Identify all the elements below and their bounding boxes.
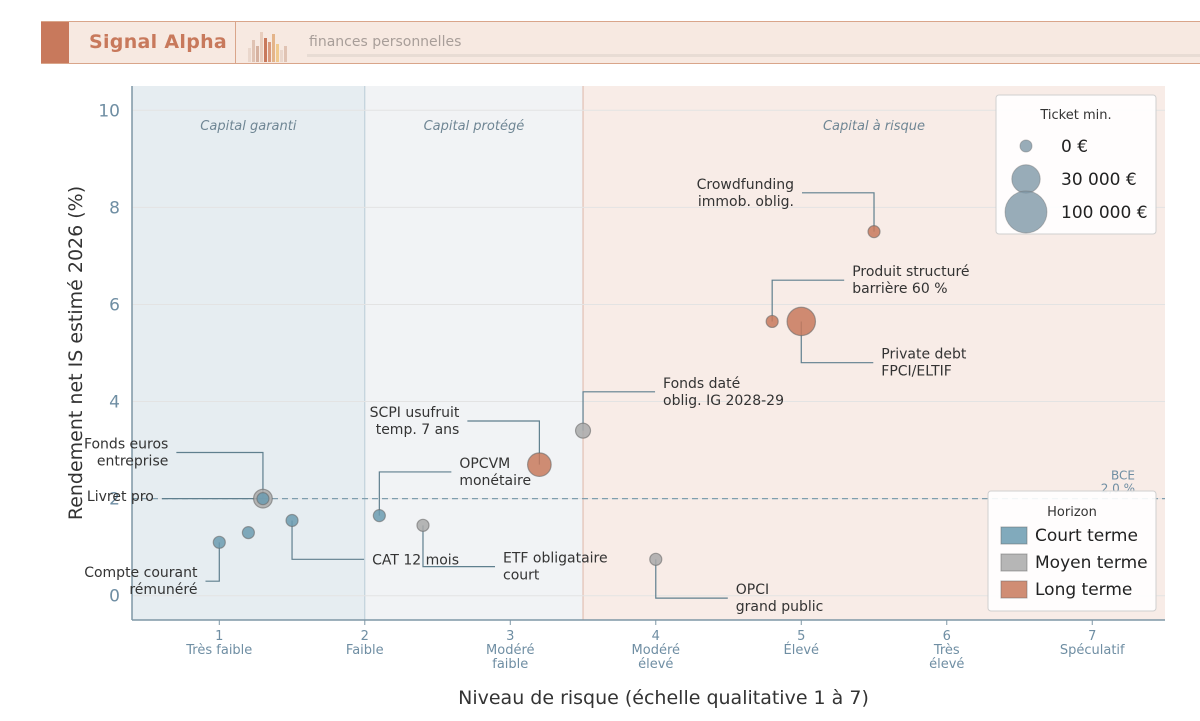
brand-color-block: [41, 22, 69, 63]
point-label: immob. oblig.: [698, 194, 794, 210]
color-legend-swatch: [1000, 553, 1028, 572]
x-axis-title: Niveau de risque (échelle qualitative 1 …: [458, 687, 869, 709]
x-tick-label: Très: [933, 643, 960, 658]
data-point: [574, 422, 592, 439]
color-legend-label: Long terme: [1035, 580, 1132, 600]
header-tagline: finances personnelles: [309, 34, 462, 50]
x-tick-number: 5: [797, 629, 805, 644]
point-label: court: [503, 568, 540, 584]
point-label: Fonds daté: [663, 376, 740, 392]
point-label: grand public: [736, 599, 824, 615]
data-point: [765, 314, 779, 329]
data-point: [786, 306, 817, 337]
x-tick-number: 4: [652, 629, 660, 644]
point-label: Compte courant: [84, 565, 198, 581]
point-label: FPCI/ELTIF: [881, 364, 952, 380]
point-label: CAT 12 mois: [372, 552, 459, 568]
leader-line: [291, 520, 365, 560]
leader-line: [801, 192, 875, 232]
point-label: rémunéré: [129, 582, 197, 598]
color-legend-title: Horizon: [1047, 505, 1097, 520]
zone-background: [132, 86, 365, 620]
point-label: Crowdfunding: [697, 177, 794, 193]
x-tick-number: 2: [361, 629, 369, 644]
y-tick-label: 6: [109, 295, 120, 315]
size-legend-label: 30 000 €: [1061, 170, 1137, 190]
data-point: [649, 552, 663, 566]
x-tick-number: 6: [943, 629, 951, 644]
x-tick-number: 7: [1088, 629, 1096, 644]
point-label: Produit structuré: [852, 264, 969, 280]
data-point: [416, 518, 430, 532]
point-label: ETF obligataire: [503, 551, 608, 567]
point-label: monétaire: [459, 473, 531, 489]
point-label: oblig. IG 2028-29: [663, 393, 784, 409]
leader-line: [771, 279, 845, 322]
leader-line: [422, 525, 496, 568]
point-label: Fonds euros: [84, 437, 168, 453]
color-legend-box: [987, 490, 1157, 612]
point-label: Private debt: [881, 347, 967, 363]
brand-name: Signal Alpha: [89, 31, 228, 53]
size-legend-label: 100 000 €: [1061, 203, 1148, 223]
size-legend-marker: [1019, 139, 1033, 153]
header-divider: [235, 22, 236, 63]
header-underline: [307, 54, 1200, 57]
data-point: [867, 225, 881, 239]
x-tick-label: Spéculatif: [1060, 643, 1125, 658]
reference-label: BCE: [1111, 469, 1135, 483]
point-label: temp. 7 ans: [376, 422, 460, 438]
point-label: OPCVM: [459, 456, 510, 472]
x-tick-label: Très faible: [185, 643, 252, 658]
leader-line: [378, 471, 452, 516]
leader-line: [467, 420, 540, 465]
data-point: [212, 535, 226, 549]
point-label: SCPI usufruit: [370, 405, 460, 421]
bar-chart-logo-icon: [248, 32, 287, 62]
x-tick-label: élevé: [929, 657, 964, 672]
size-legend-marker: [1011, 164, 1041, 194]
leader-line: [205, 542, 220, 582]
x-tick-label: Élevé: [784, 642, 820, 658]
x-tick-label: Faible: [346, 643, 384, 658]
y-tick-label: 2: [109, 490, 120, 510]
zone-label: Capital protégé: [424, 119, 525, 134]
point-label: OPCI: [736, 582, 769, 598]
color-legend-label: Court terme: [1035, 526, 1138, 546]
zone-background: [364, 86, 584, 620]
zone-label: Capital garanti: [200, 119, 297, 134]
data-point: [285, 513, 299, 528]
data-point: [241, 526, 255, 540]
x-tick-number: 3: [506, 629, 514, 644]
data-point: [526, 452, 552, 478]
point-label: barrière 60 %: [852, 281, 947, 297]
x-tick-label: faible: [492, 657, 528, 672]
leader-line: [176, 451, 264, 499]
leader-line: [582, 391, 656, 431]
x-tick-label: Modéré: [486, 643, 534, 658]
data-point: [256, 492, 270, 506]
x-tick-label: élevé: [638, 657, 673, 672]
data-point: [372, 509, 386, 523]
point-label: entreprise: [97, 454, 168, 470]
y-axis-title: Rendement net IS estimé 2026 (%): [65, 186, 87, 520]
x-tick-number: 1: [215, 629, 223, 644]
leader-line: [655, 559, 728, 599]
color-legend-swatch: [1000, 526, 1028, 545]
x-tick-label: Modéré: [632, 643, 680, 658]
size-legend-marker: [1004, 190, 1048, 234]
y-tick-label: 0: [109, 587, 120, 607]
size-legend-title: Ticket min.: [1039, 108, 1111, 123]
y-tick-label: 10: [98, 101, 120, 121]
y-tick-label: 4: [109, 393, 120, 413]
size-legend-label: 0 €: [1061, 137, 1088, 157]
color-legend-label: Moyen terme: [1035, 553, 1148, 573]
header-bar: Signal Alpha finances personnelles: [41, 21, 1200, 64]
zone-label: Capital à risque: [823, 119, 925, 134]
y-tick-label: 8: [109, 198, 120, 218]
color-legend-swatch: [1000, 580, 1028, 599]
point-label: Livret pro: [87, 489, 154, 505]
